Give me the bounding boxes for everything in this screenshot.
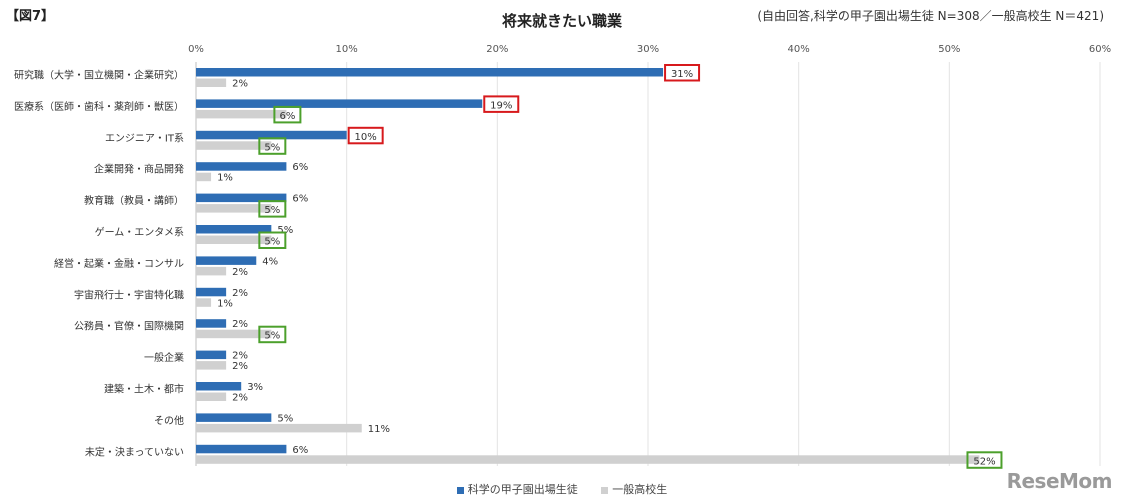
bar-series-1 <box>196 130 347 140</box>
category-label: 企業開発・商品開発 <box>94 163 184 176</box>
chart-title: 将来就きたい職業 <box>501 12 622 30</box>
data-label-2: 5% <box>264 331 280 342</box>
bar-series-1 <box>196 350 227 360</box>
legend-item-series-1: 科学の甲子園出場生徒 <box>456 481 578 497</box>
data-label-2: 11% <box>368 424 390 435</box>
category-label: その他 <box>154 414 184 427</box>
data-label-2: 6% <box>279 111 295 122</box>
category-label: 未定・決まっていない <box>85 445 184 458</box>
bar-series-2 <box>196 266 227 276</box>
data-label-1: 5% <box>277 225 293 236</box>
x-tick-label: 30% <box>637 44 659 55</box>
bar-series-1 <box>196 444 287 454</box>
bar-series-1 <box>196 68 664 77</box>
data-label-2: 2% <box>232 361 248 372</box>
x-tick-label: 50% <box>938 44 960 55</box>
legend-item-series-2: 一般高校生 <box>601 481 667 497</box>
data-label-2: 52% <box>973 456 995 467</box>
category-label: ゲーム・エンタメ系 <box>95 227 184 239</box>
data-label-2: 5% <box>264 142 280 153</box>
category-label: 医療系（医師・歯科・薬剤師・獣医） <box>14 100 184 113</box>
data-label-2: 5% <box>264 205 280 216</box>
x-tick-label: 40% <box>788 44 810 55</box>
legend-label-series-2: 一般高校生 <box>612 483 668 496</box>
x-tick-label: 60% <box>1089 44 1111 55</box>
bar-series-1 <box>196 193 287 203</box>
category-label: 経営・起業・金融・コンサル <box>54 257 184 270</box>
bar-series-1 <box>196 413 272 422</box>
data-label-1: 19% <box>490 100 512 111</box>
data-label-1: 31% <box>671 69 693 80</box>
sample-size-note: (自由回答,科学の甲子園出場生徒 N=308／一般高校生 N＝421) <box>757 9 1104 23</box>
legend-swatch-series-1 <box>456 486 464 494</box>
highlight-box <box>483 95 520 113</box>
bar-series-2 <box>196 329 272 339</box>
highlight-box <box>258 231 287 249</box>
category-label: 建築・土木・都市 <box>104 383 184 396</box>
data-label-2: 2% <box>232 79 248 90</box>
data-label-1: 2% <box>232 288 248 299</box>
data-label-1: 6% <box>292 194 308 205</box>
category-label: 一般企業 <box>144 351 184 364</box>
data-label-1: 2% <box>232 319 248 330</box>
highlight-box <box>258 137 287 155</box>
data-label-1: 3% <box>247 382 263 393</box>
data-label-1: 6% <box>292 162 308 173</box>
highlight-box <box>664 64 701 82</box>
bar-series-2 <box>196 141 272 150</box>
x-tick-label: 0% <box>188 44 204 55</box>
watermark-logo: ReseMom <box>1006 469 1113 493</box>
bar-series-2 <box>196 361 227 370</box>
category-label: 宇宙飛行士・宇宙特化職 <box>74 288 184 301</box>
figure-label: 【図7】 <box>6 9 55 24</box>
data-label-2: 2% <box>232 393 248 404</box>
category-label: 公務員・官僚・国際機関 <box>74 320 184 333</box>
bar-series-2 <box>196 392 227 401</box>
bar-series-1 <box>196 225 272 234</box>
data-label-1: 6% <box>292 445 308 456</box>
highlight-box <box>258 200 287 218</box>
highlight-box <box>258 325 287 344</box>
data-label-2: 5% <box>264 237 280 248</box>
bar-series-2 <box>196 455 980 464</box>
highlight-box <box>273 105 302 124</box>
data-label-1: 2% <box>232 351 248 362</box>
bar-series-2 <box>196 78 227 87</box>
x-tick-label: 10% <box>336 44 358 55</box>
data-label-1: 10% <box>355 132 377 143</box>
category-label: 教育職（教員・講師） <box>84 194 184 207</box>
data-label-2: 1% <box>217 173 233 184</box>
data-label-1: 4% <box>262 256 278 267</box>
bar-series-1 <box>196 287 227 297</box>
legend: 科学の甲子園出場生徒 一般高校生 <box>0 481 1124 497</box>
bar-series-2 <box>196 172 212 182</box>
bar-series-1 <box>196 319 227 328</box>
bar-series-2 <box>196 109 287 119</box>
highlight-box <box>347 126 384 145</box>
bar-series-1 <box>196 382 242 391</box>
highlight-box <box>966 451 1003 469</box>
bar-series-2 <box>196 423 362 433</box>
category-label: エンジニア・IT系 <box>105 132 184 144</box>
bar-series-1 <box>196 256 257 265</box>
data-label-1: 5% <box>277 413 293 424</box>
bar-series-1 <box>196 162 287 171</box>
bar-series-2 <box>196 235 272 244</box>
bar-series-2 <box>196 204 272 213</box>
legend-label-series-1: 科学の甲子園出場生徒 <box>467 483 578 496</box>
data-label-2: 2% <box>232 267 248 278</box>
bar-series-2 <box>196 298 212 307</box>
legend-swatch-series-2 <box>601 486 609 494</box>
category-label: 研究職（大学・国立機関・企業研究） <box>14 69 184 82</box>
x-tick-label: 20% <box>486 44 508 55</box>
bar-series-1 <box>196 99 483 108</box>
data-label-2: 1% <box>217 298 233 309</box>
